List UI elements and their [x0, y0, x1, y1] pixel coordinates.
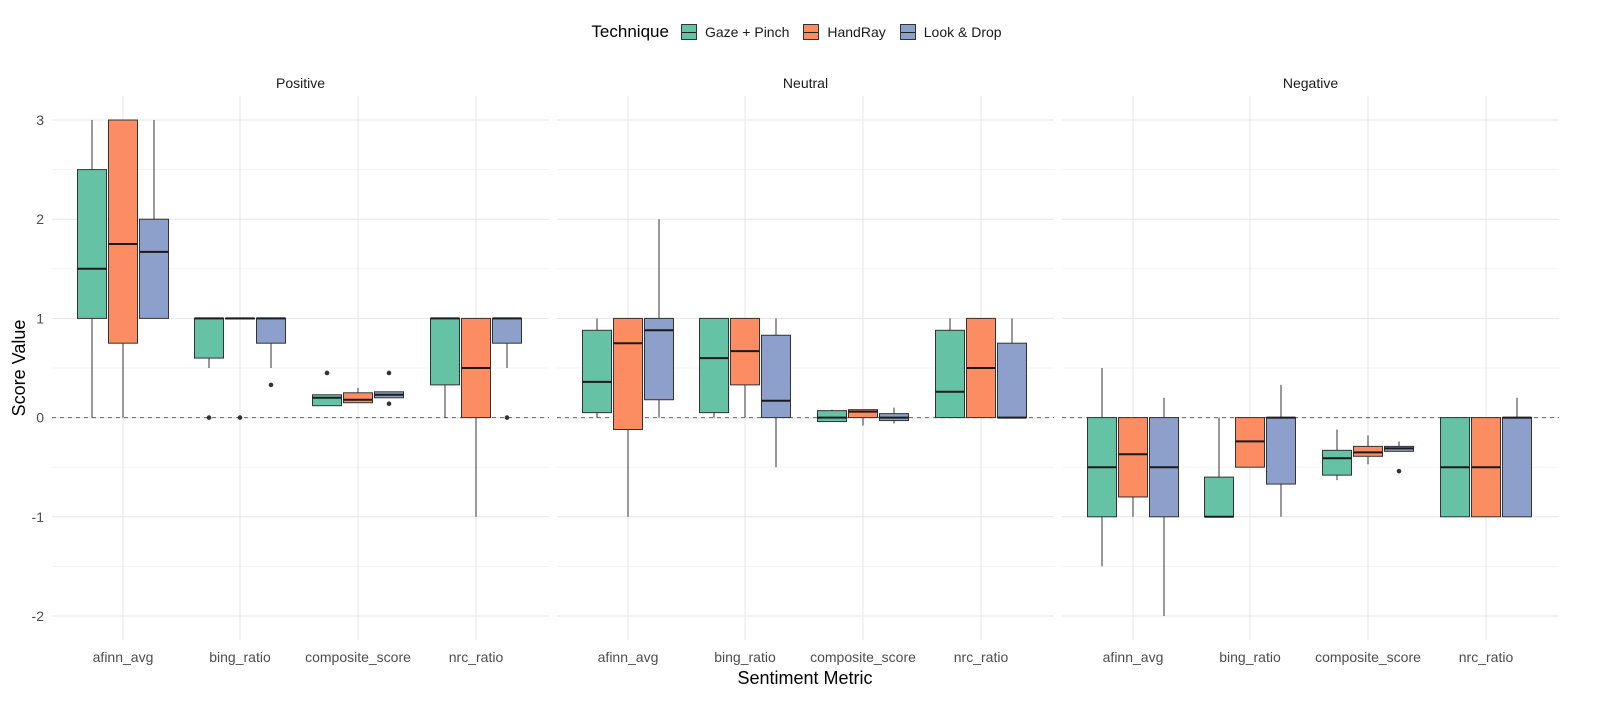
outlier-point [324, 370, 330, 376]
x-tick-label: bing_ratio [714, 649, 776, 665]
outlier-point [237, 415, 243, 420]
y-axis-title: Score Value [9, 320, 29, 417]
y-tick-label: 3 [36, 112, 44, 128]
x-tick-label: afinn_avg [93, 649, 154, 665]
legend-key-gaze-pinch [680, 24, 697, 40]
outlier-point [268, 382, 274, 388]
y-tick-label: 0 [36, 410, 44, 426]
x-tick-label: bing_ratio [209, 649, 271, 665]
x-tick-label: composite_score [1315, 649, 1421, 665]
x-tick-label: bing_ratio [1219, 649, 1281, 665]
box [644, 317, 674, 401]
legend-item-gaze-pinch: Gaze + Pinch [680, 24, 790, 40]
box [997, 342, 1027, 419]
box [108, 119, 138, 344]
panel-title: Positive [276, 75, 325, 91]
y-tick-label: -2 [32, 608, 45, 624]
outlier-point [386, 370, 392, 376]
y-tick-label: -1 [32, 509, 45, 525]
box [1118, 417, 1148, 498]
box [492, 317, 522, 344]
x-tick-label: afinn_avg [598, 649, 659, 665]
legend: Technique Gaze + Pinch HandRay Look & Dr… [0, 18, 1607, 46]
box [256, 317, 286, 344]
outlier-point [1396, 468, 1402, 474]
x-tick-label: nrc_ratio [1459, 649, 1514, 665]
box [312, 394, 342, 407]
box [582, 329, 612, 414]
legend-title: Technique [591, 22, 669, 41]
panel-title: Neutral [783, 75, 828, 91]
y-tick-label: 2 [36, 211, 44, 227]
x-tick-label: afinn_avg [1103, 649, 1164, 665]
x-tick-label: nrc_ratio [449, 649, 504, 665]
box [817, 410, 847, 423]
x-tick-label: composite_score [305, 649, 411, 665]
box [761, 334, 791, 419]
panel-title: Negative [1283, 75, 1338, 91]
box [194, 317, 224, 359]
box [848, 409, 878, 419]
x-axis-title: Sentiment Metric [737, 668, 872, 688]
box [1204, 476, 1234, 518]
outlier-point [386, 401, 392, 407]
outlier-point [206, 415, 212, 420]
box [343, 392, 373, 404]
legend-key-handray [803, 24, 820, 40]
outlier-point [504, 415, 510, 420]
box [1266, 417, 1296, 485]
box [613, 317, 643, 431]
legend-label-gaze-pinch: Gaze + Pinch [704, 24, 790, 40]
x-tick-label: nrc_ratio [954, 649, 1009, 665]
x-tick-label: composite_score [810, 649, 916, 665]
box [139, 218, 169, 319]
box [430, 317, 460, 386]
y-tick-label: 1 [36, 310, 44, 326]
legend-key-look-drop [899, 24, 916, 40]
box [1502, 417, 1532, 518]
legend-item-handray: HandRay [803, 24, 886, 40]
legend-item-look-drop: Look & Drop [899, 24, 1002, 40]
box [77, 169, 107, 319]
legend-label-look-drop: Look & Drop [923, 24, 1002, 40]
box [935, 329, 965, 419]
box [1322, 449, 1352, 476]
legend-label-handray: HandRay [827, 24, 886, 40]
box [699, 317, 729, 414]
